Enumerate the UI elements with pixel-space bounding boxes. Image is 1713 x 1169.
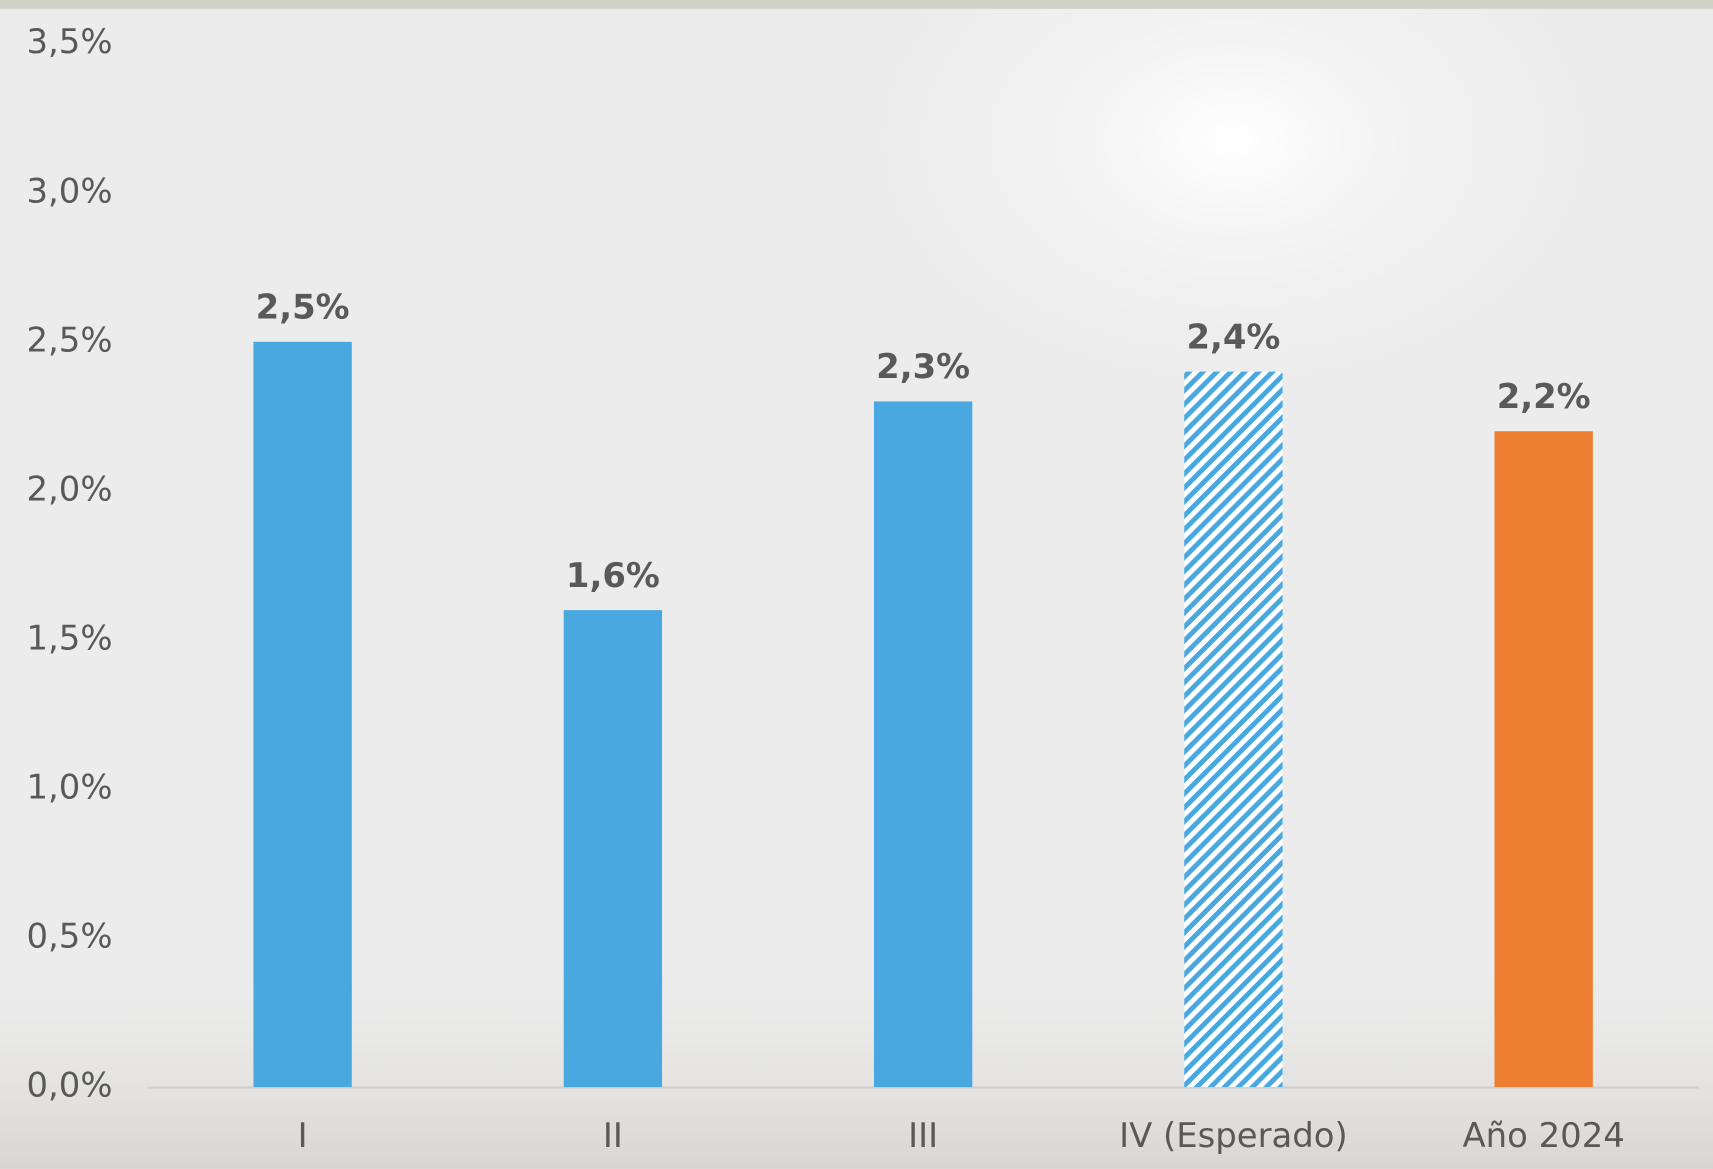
value-label: 2,2%: [1497, 377, 1591, 416]
bar: [1495, 431, 1593, 1087]
y-tick-label: 2,5%: [26, 320, 112, 359]
top-border: [0, 0, 1713, 9]
bar: [564, 610, 662, 1087]
y-tick-label: 3,0%: [26, 171, 112, 210]
value-label: 2,5%: [256, 288, 350, 327]
bar: [1184, 372, 1282, 1087]
y-tick-label: 1,0%: [26, 767, 112, 806]
bar: [874, 401, 972, 1087]
x-tick-label: Año 2024: [1463, 1116, 1625, 1155]
x-tick-label: IV (Esperado): [1119, 1116, 1348, 1155]
x-tick-label: I: [298, 1116, 308, 1155]
page: {"chart_data": {"type": "bar", "categori…: [0, 0, 1713, 1169]
value-label: 2,3%: [876, 347, 970, 386]
y-tick-label: 0,5%: [26, 916, 112, 955]
x-tick-label: III: [908, 1116, 938, 1155]
value-label: 1,6%: [566, 556, 660, 595]
y-tick-label: 1,5%: [26, 618, 112, 657]
x-tick-label: II: [603, 1116, 623, 1155]
y-tick-label: 2,0%: [26, 469, 112, 508]
bar: [253, 342, 351, 1087]
value-label: 2,4%: [1186, 317, 1280, 356]
chart: 0,0% 0,5% 1,0% 1,5% 2,0% 2,5% 3,0% 3,5% I 2,5% II 1…: [0, 0, 1713, 1169]
y-tick-label: 0,0%: [26, 1066, 112, 1105]
y-tick-label: 3,5%: [26, 22, 112, 61]
